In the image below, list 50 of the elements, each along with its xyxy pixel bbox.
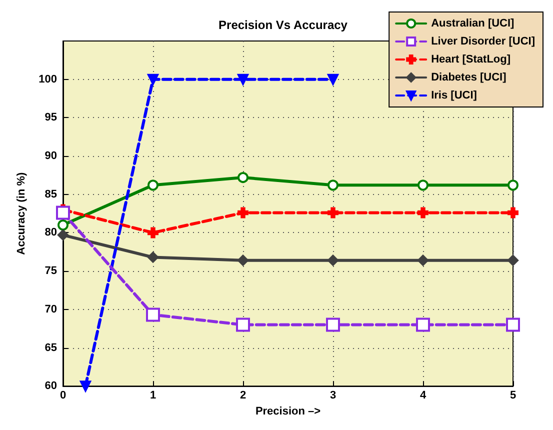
x-tick-label: 5	[510, 390, 516, 402]
point	[80, 380, 91, 392]
point	[148, 227, 158, 238]
point	[328, 254, 338, 266]
x-tick-label: 0	[60, 390, 66, 402]
point	[238, 172, 248, 184]
point	[508, 254, 518, 266]
point	[148, 252, 158, 263]
y-axis-title: Accuracy (in %)	[16, 172, 28, 255]
x-tick-label: 4	[420, 390, 427, 402]
point	[328, 180, 338, 191]
x-tick-label: 2	[240, 390, 246, 402]
point	[58, 220, 68, 231]
point	[238, 74, 248, 85]
legend-label: Heart [StatLog]	[431, 54, 511, 66]
point	[326, 318, 340, 332]
point	[328, 207, 338, 218]
point	[416, 318, 430, 332]
point	[236, 318, 250, 332]
point	[506, 318, 520, 332]
point	[418, 180, 428, 191]
y-tick-label: 85	[44, 188, 57, 200]
point	[418, 254, 428, 266]
legend-label: Australian [UCI]	[431, 18, 515, 30]
point	[508, 207, 518, 218]
y-tick-label: 100	[38, 73, 57, 86]
legend-label: Liver Disorder [UCI]	[431, 36, 536, 48]
point	[58, 230, 68, 241]
legend-label: Diabetes [UCI]	[431, 72, 507, 84]
point	[238, 254, 248, 266]
x-tick-label: 1	[150, 390, 156, 402]
point	[508, 180, 518, 191]
legend-label: Iris [UCI]	[431, 90, 478, 102]
y-tick-label: 90	[44, 150, 57, 162]
y-tick-label: 60	[44, 380, 57, 392]
y-tick-label: 75	[44, 265, 57, 278]
y-tick-label: 95	[44, 112, 57, 124]
y-tick-label: 65	[44, 342, 57, 354]
x-tick-label: 3	[330, 390, 336, 402]
point	[56, 206, 70, 220]
point	[238, 207, 248, 218]
point	[148, 74, 158, 85]
y-tick-label: 70	[44, 303, 57, 316]
x-axis-title: Precision –>	[255, 406, 321, 418]
point	[148, 180, 158, 191]
point	[146, 308, 160, 322]
y-tick-label: 80	[44, 226, 57, 239]
point	[328, 74, 338, 85]
chart-title: Precision Vs Accuracy	[218, 18, 348, 32]
point	[418, 207, 428, 218]
